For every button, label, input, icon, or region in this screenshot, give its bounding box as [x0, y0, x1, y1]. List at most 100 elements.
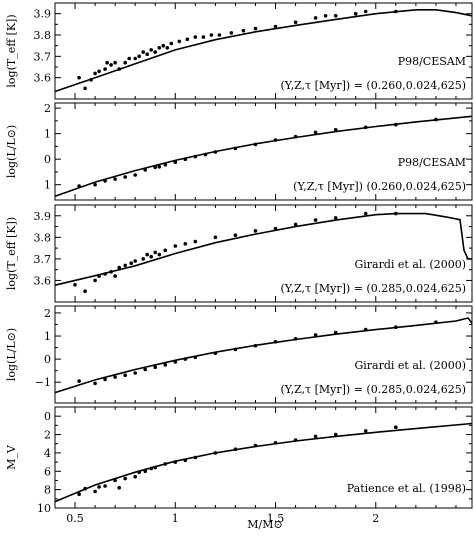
data-point [313, 130, 318, 135]
data-point [97, 485, 101, 489]
y-tick-label: 3.9 [34, 8, 52, 21]
data-point [434, 320, 438, 325]
data-point [394, 122, 398, 127]
data-point [253, 229, 258, 233]
data-point [394, 325, 398, 330]
panel-annotation: (Y,Z,τ [Myr]) = (0.285,0.024,625) [280, 282, 466, 295]
panel-annotation: P98/CESAM [398, 156, 466, 169]
data-point [203, 152, 208, 157]
data-point [233, 233, 238, 237]
data-point [149, 254, 153, 259]
data-point [153, 165, 157, 170]
y-axis-label: log(T_eff [K]) [5, 14, 18, 87]
model-curve [54, 212, 472, 286]
data-point [353, 11, 358, 16]
data-point [123, 373, 127, 378]
data-point [169, 41, 174, 46]
data-point [193, 154, 198, 159]
data-point [103, 484, 107, 488]
y-tick-label: 8 [44, 484, 51, 497]
panel-frame [54, 305, 473, 404]
data-point [333, 216, 338, 220]
x-tick-label: 2 [372, 512, 379, 525]
panel-frame [54, 406, 473, 509]
data-point [105, 60, 109, 65]
data-point [97, 69, 101, 74]
data-point [77, 379, 81, 383]
data-point [143, 367, 147, 372]
data-point [394, 211, 398, 216]
data-point [173, 160, 178, 164]
x-tick-labels: 0.5 1 1.5 2 [66, 512, 379, 525]
data-point [163, 363, 168, 367]
data-point [333, 432, 338, 437]
data-point [93, 182, 97, 187]
data-point [213, 451, 218, 455]
data-point [133, 259, 137, 263]
data-point [113, 375, 117, 379]
data-point [117, 265, 121, 270]
data-point [93, 489, 97, 494]
data-point [93, 71, 97, 76]
y-axis-label: log(T_eff [K]) [5, 217, 18, 290]
y-tick-label: 6 [44, 465, 51, 478]
data-point [133, 371, 137, 375]
y-tick-label: 2 [44, 102, 51, 115]
y-axis-label: log(L/L⊙) [5, 328, 18, 381]
x-tick-label: 1.5 [267, 512, 285, 525]
data-point [77, 75, 81, 80]
data-point [109, 63, 113, 67]
panel-annotation: Girardi et al. (2000) [354, 258, 466, 271]
y-tick-label: 4 [44, 447, 51, 460]
x-tick-label: 0.5 [66, 512, 84, 525]
data-point [183, 357, 188, 361]
data-point [213, 351, 218, 356]
y-tick-label: 3.8 [34, 231, 52, 244]
data-point [177, 39, 182, 44]
data-point [123, 60, 127, 65]
panel-annotation: (Y,Z,τ [Myr]) (0.260,0.024,625) [293, 180, 466, 193]
data-point [103, 272, 107, 276]
data-point [133, 173, 137, 177]
data-point [313, 16, 318, 20]
data-point [273, 226, 278, 231]
data-point [273, 340, 278, 344]
panel-4: −1 0 1 2 log(L/L⊙) Girardi et al. (2000) (Y,Z,… [5, 305, 473, 404]
y-tick-label: 1 [44, 330, 51, 343]
data-point [213, 150, 218, 154]
data-point [153, 50, 157, 54]
data-point [253, 142, 258, 147]
data-point [173, 360, 178, 364]
y-tick-label: 0 [44, 153, 51, 166]
panel-annotation: (Y,Z,τ [Myr]) = (0.260,0.024,625) [280, 79, 466, 92]
data-point [143, 168, 147, 172]
data-point [213, 235, 218, 240]
data-point [103, 377, 107, 382]
data-point [127, 56, 131, 61]
data-point [185, 37, 190, 42]
data-point [273, 441, 278, 445]
data-point [137, 470, 141, 475]
data-point [133, 475, 137, 479]
data-point [253, 443, 258, 448]
data-point [141, 50, 145, 54]
data-point [73, 283, 77, 287]
y-tick-label: 2 [44, 307, 51, 320]
data-point [141, 257, 145, 261]
data-point [363, 125, 368, 130]
data-point [217, 33, 222, 37]
data-point [173, 244, 178, 248]
data-point [253, 343, 258, 348]
data-point [153, 250, 157, 255]
data-point [83, 289, 87, 294]
data-point [113, 478, 117, 483]
y-tick-label: 3.7 [34, 253, 52, 266]
data-point [434, 117, 438, 122]
data-point [137, 54, 141, 59]
data-point [183, 458, 188, 463]
data-point [165, 46, 170, 50]
panel-1: 3.6 3.7 3.8 3.9 log(T_eff [K]) P98/CESAM (Y,Z,… [5, 2, 473, 100]
data-point [394, 9, 398, 14]
y-tick-label: 3.6 [34, 72, 52, 85]
